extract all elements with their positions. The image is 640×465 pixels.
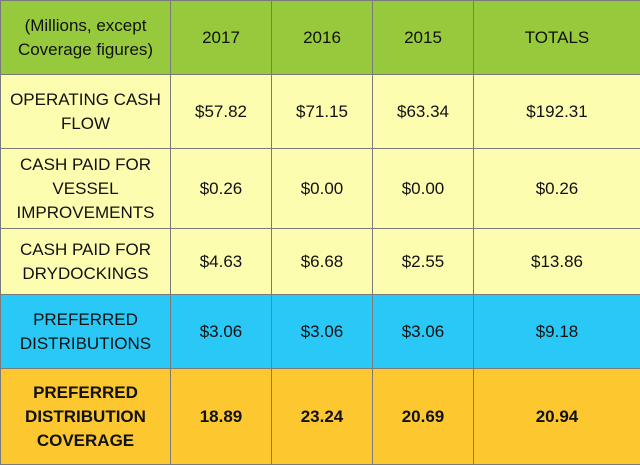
value-2015: $63.34 [373, 75, 474, 149]
vessel-improvements-row: CASH PAID FOR VESSEL IMPROVEMENTS $0.26 … [1, 149, 640, 229]
header-2015-cell: 2015 [373, 1, 474, 75]
value-2015: $0.00 [373, 149, 474, 229]
value-2016: $3.06 [272, 295, 373, 369]
row-label: CASH PAID FOR DRYDOCKINGS [1, 229, 171, 295]
drydockings-row: CASH PAID FOR DRYDOCKINGS $4.63 $6.68 $2… [1, 229, 640, 295]
header-label-cell: (Millions, except Coverage figures) [1, 1, 171, 75]
header-row: (Millions, except Coverage figures) 2017… [1, 1, 640, 75]
value-2015: 20.69 [373, 369, 474, 465]
value-2017: 18.89 [171, 369, 272, 465]
header-totals-cell: TOTALS [474, 1, 640, 75]
operating-cash-flow-row: OPERATING CASH FLOW $57.82 $71.15 $63.34… [1, 75, 640, 149]
preferred-distributions-row: PREFERRED DISTRIBUTIONS $3.06 $3.06 $3.0… [1, 295, 640, 369]
header-2017-cell: 2017 [171, 1, 272, 75]
value-2017: $57.82 [171, 75, 272, 149]
value-2017: $0.26 [171, 149, 272, 229]
value-total: $0.26 [474, 149, 640, 229]
distribution-coverage-row: PREFERRED DISTRIBUTION COVERAGE 18.89 23… [1, 369, 640, 465]
value-2016: 23.24 [272, 369, 373, 465]
value-2016: $71.15 [272, 75, 373, 149]
value-2015: $3.06 [373, 295, 474, 369]
value-total: $9.18 [474, 295, 640, 369]
value-total: $192.31 [474, 75, 640, 149]
row-label: PREFERRED DISTRIBUTIONS [1, 295, 171, 369]
row-label: CASH PAID FOR VESSEL IMPROVEMENTS [1, 149, 171, 229]
value-2016: $0.00 [272, 149, 373, 229]
header-2016-cell: 2016 [272, 1, 373, 75]
value-2017: $4.63 [171, 229, 272, 295]
value-total: 20.94 [474, 369, 640, 465]
row-label: PREFERRED DISTRIBUTION COVERAGE [1, 369, 171, 465]
value-total: $13.86 [474, 229, 640, 295]
value-2015: $2.55 [373, 229, 474, 295]
row-label: OPERATING CASH FLOW [1, 75, 171, 149]
value-2017: $3.06 [171, 295, 272, 369]
value-2016: $6.68 [272, 229, 373, 295]
